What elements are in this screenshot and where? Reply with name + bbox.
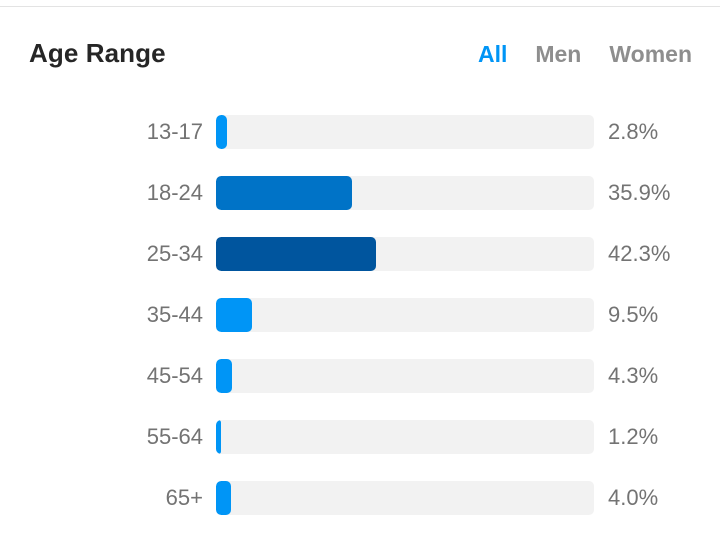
value-label: 4.0% bbox=[608, 485, 659, 510]
bar-track bbox=[216, 176, 594, 210]
category-label: 35-44 bbox=[146, 302, 203, 327]
category-label: 13-17 bbox=[146, 119, 203, 144]
category-label: 55-64 bbox=[146, 424, 203, 449]
bar-row: 55-64 1.2% bbox=[0, 420, 720, 454]
bar bbox=[216, 176, 352, 210]
bar bbox=[216, 115, 227, 149]
bar-track bbox=[216, 237, 594, 271]
bar-track bbox=[216, 298, 594, 332]
bar-row: 35-44 9.5% bbox=[0, 298, 720, 332]
bar-row: 45-54 4.3% bbox=[0, 359, 720, 393]
category-label: 18-24 bbox=[146, 180, 203, 205]
bar-row: 65+ 4.0% bbox=[0, 481, 720, 515]
bar-row: 13-17 2.8% bbox=[0, 115, 720, 149]
category-label: 45-54 bbox=[146, 363, 203, 388]
bar bbox=[216, 420, 221, 454]
value-label: 1.2% bbox=[608, 424, 659, 449]
bar bbox=[216, 298, 252, 332]
value-label: 42.3% bbox=[608, 241, 671, 266]
value-label: 35.9% bbox=[608, 180, 671, 205]
gender-filter-tabs: All Men Women bbox=[478, 41, 692, 68]
filter-women[interactable]: Women bbox=[609, 41, 692, 67]
card-title: Age Range bbox=[29, 38, 166, 68]
value-label: 9.5% bbox=[608, 302, 659, 327]
top-divider bbox=[0, 6, 720, 7]
bar-track bbox=[216, 420, 594, 454]
bar bbox=[216, 481, 231, 515]
bar-row: 18-24 35.9% bbox=[0, 176, 720, 210]
bar-track bbox=[216, 481, 594, 515]
category-label: 25-34 bbox=[146, 241, 203, 266]
category-label: 65+ bbox=[165, 485, 203, 510]
bar bbox=[216, 359, 232, 393]
bar-row: 25-34 42.3% bbox=[0, 237, 720, 271]
value-label: 2.8% bbox=[608, 119, 659, 144]
filter-men[interactable]: Men bbox=[535, 41, 582, 67]
bar-track bbox=[216, 115, 594, 149]
value-label: 4.3% bbox=[608, 363, 659, 388]
bar bbox=[216, 237, 376, 271]
filter-all[interactable]: All bbox=[477, 41, 508, 67]
bar-track bbox=[216, 359, 594, 393]
